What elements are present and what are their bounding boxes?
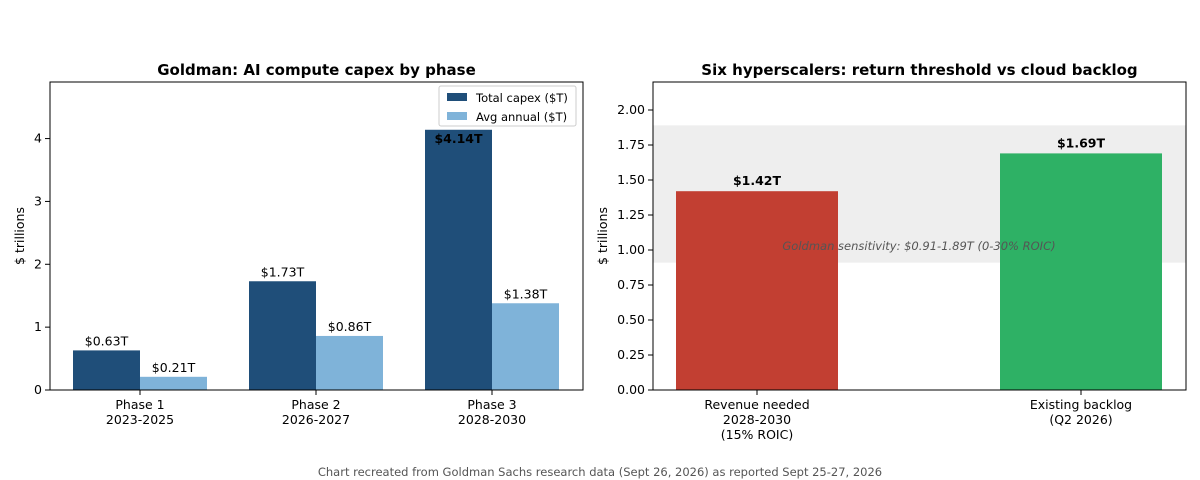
right-y-tick-label: 1.00 bbox=[617, 242, 645, 257]
left-chart-title: Goldman: AI compute capex by phase bbox=[157, 61, 476, 79]
left-x-tick-label: 2028-2030 bbox=[458, 412, 526, 427]
right-y-tick-label: 0.25 bbox=[617, 347, 645, 362]
legend-label: Total capex ($T) bbox=[475, 91, 568, 105]
footer-source-note: Chart recreated from Goldman Sachs resea… bbox=[318, 465, 882, 479]
left-y-tick-label: 3 bbox=[34, 193, 42, 208]
left-y-axis-label: $ trillions bbox=[12, 207, 27, 265]
left-bar-data-label: $0.21T bbox=[152, 360, 196, 375]
right-y-tick-label: 1.50 bbox=[617, 172, 645, 187]
right-x-tick-label: 2028-2030 bbox=[723, 412, 791, 427]
legend-swatch bbox=[447, 112, 467, 120]
left-x-tick-label: Phase 2 bbox=[291, 397, 340, 412]
left-x-tick-label: 2023-2025 bbox=[106, 412, 174, 427]
left-y-tick-label: 4 bbox=[34, 131, 42, 146]
legend-label: Avg annual ($T) bbox=[476, 110, 567, 124]
left-bar-data-label: $0.86T bbox=[328, 319, 372, 334]
right-bar-data-label: $1.69T bbox=[1057, 135, 1106, 150]
right-bar bbox=[1000, 153, 1162, 390]
left-x-tick-label: Phase 1 bbox=[115, 397, 164, 412]
left-bar-total bbox=[73, 350, 140, 390]
right-y-tick-label: 1.75 bbox=[617, 137, 645, 152]
left-plot-frame bbox=[49, 81, 584, 391]
right-y-tick-label: 0.00 bbox=[617, 382, 645, 397]
left-bar-total bbox=[249, 281, 316, 390]
left-y-tick-label: 0 bbox=[34, 382, 42, 397]
right-plot-frame bbox=[652, 81, 1187, 391]
right-chart-title: Six hyperscalers: return threshold vs cl… bbox=[701, 61, 1137, 79]
legend-swatch bbox=[447, 93, 467, 101]
right-y-tick-label: 0.50 bbox=[617, 312, 645, 327]
right-x-tick-label: Revenue needed bbox=[704, 397, 809, 412]
right-y-tick-label: 1.25 bbox=[617, 207, 645, 222]
left-bar-data-label: $4.14T bbox=[434, 131, 483, 146]
left-bar-data-label: $1.38T bbox=[504, 286, 548, 301]
right-bar bbox=[676, 191, 838, 390]
left-y-tick-label: 2 bbox=[34, 256, 42, 271]
right-y-tick-label: 2.00 bbox=[617, 102, 645, 117]
left-bar-data-label: $1.73T bbox=[261, 264, 305, 279]
left-bar-annual bbox=[140, 376, 207, 390]
left-bar-data-label: $0.63T bbox=[85, 333, 129, 348]
left-bar-total bbox=[425, 129, 492, 390]
right-x-tick-label: (Q2 2026) bbox=[1049, 412, 1112, 427]
right-y-axis-label: $ trillions bbox=[595, 207, 610, 265]
left-x-tick-label: 2026-2027 bbox=[282, 412, 350, 427]
left-legend-box bbox=[438, 85, 577, 127]
left-x-tick-label: Phase 3 bbox=[467, 397, 516, 412]
right-bar-data-label: $1.42T bbox=[733, 173, 782, 188]
sensitivity-band-label: Goldman sensitivity: $0.91-1.89T (0-30% … bbox=[782, 239, 1055, 253]
left-y-tick-label: 1 bbox=[34, 319, 42, 334]
right-x-tick-label: (15% ROIC) bbox=[721, 427, 793, 442]
left-bar-annual bbox=[492, 303, 559, 390]
left-bar-annual bbox=[316, 335, 383, 390]
right-x-tick-label: Existing backlog bbox=[1030, 397, 1132, 412]
right-y-tick-label: 0.75 bbox=[617, 277, 645, 292]
